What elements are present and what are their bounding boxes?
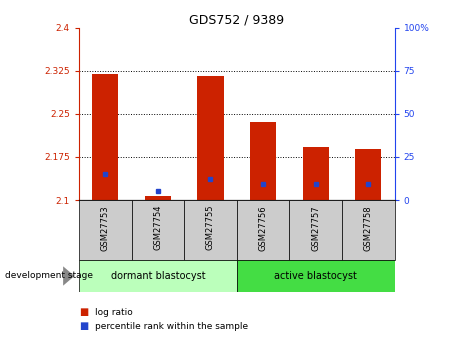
Bar	[342, 200, 395, 260]
Bar	[92, 73, 118, 200]
Bar	[79, 260, 237, 292]
Text: ■: ■	[79, 321, 88, 331]
Text: GSM27757: GSM27757	[311, 205, 320, 250]
Text: active blastocyst: active blastocyst	[274, 271, 357, 281]
Text: percentile rank within the sample: percentile rank within the sample	[95, 322, 248, 331]
Bar	[197, 77, 224, 200]
Bar	[250, 122, 276, 200]
Text: GDS752 / 9389: GDS752 / 9389	[189, 14, 284, 27]
Bar	[303, 147, 329, 200]
Bar	[79, 200, 132, 260]
Bar	[355, 149, 382, 200]
Text: GSM27754: GSM27754	[153, 205, 162, 250]
Text: log ratio: log ratio	[95, 308, 133, 317]
Text: ■: ■	[79, 307, 88, 317]
Bar	[145, 196, 171, 200]
Bar	[290, 200, 342, 260]
Bar	[237, 200, 290, 260]
Text: GSM27753: GSM27753	[101, 205, 110, 250]
Bar	[184, 200, 237, 260]
Text: GSM27758: GSM27758	[364, 205, 373, 250]
Text: dormant blastocyst: dormant blastocyst	[110, 271, 205, 281]
Bar	[237, 260, 395, 292]
Polygon shape	[63, 266, 74, 286]
Text: development stage: development stage	[5, 272, 92, 280]
Text: GSM27756: GSM27756	[258, 205, 267, 250]
Text: GSM27755: GSM27755	[206, 205, 215, 250]
Bar	[132, 200, 184, 260]
